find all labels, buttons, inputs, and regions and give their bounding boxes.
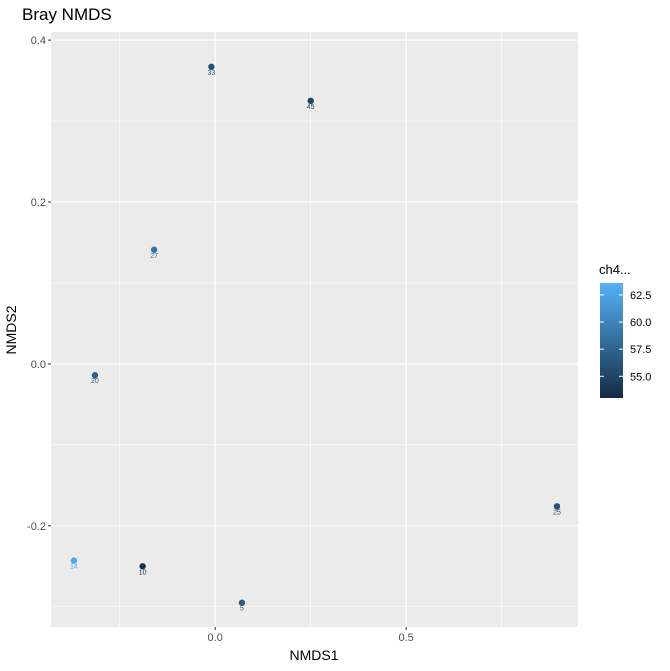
legend-break-label: 60.0 <box>630 317 651 329</box>
minor-gridlines <box>51 32 578 627</box>
data-point-label: 25 <box>553 509 561 516</box>
y-tick-label: -0.2 <box>27 521 46 533</box>
data-point-label: 27 <box>150 253 158 260</box>
data-point-label: 45 <box>307 104 315 111</box>
data-point <box>553 503 561 510</box>
legend-break-label: 55.0 <box>630 371 651 383</box>
chart-title: Bray NMDS <box>22 5 112 24</box>
data-point <box>208 63 215 71</box>
y-axis-title: NMDS2 <box>3 305 19 354</box>
data-points: 33 45 27 20 25 14 10 5 <box>70 63 561 613</box>
color-legend: ch4... 55.0 57.5 60.0 62.5 <box>599 262 651 398</box>
y-axis-ticks: -0.2 0.0 0.2 0.4 <box>27 35 51 533</box>
plot-panel <box>51 32 578 627</box>
legend-breaks: 55.0 57.5 60.0 62.5 <box>600 290 651 383</box>
y-tick-label: 0.2 <box>31 197 46 209</box>
major-gridlines <box>51 32 578 627</box>
data-point <box>150 246 158 253</box>
data-point-label: 10 <box>139 569 147 576</box>
data-point-label: 14 <box>70 564 78 571</box>
data-point <box>91 372 99 379</box>
data-point <box>307 97 314 105</box>
legend-break-label: 57.5 <box>630 344 651 356</box>
x-tick-label: 0.5 <box>399 632 414 644</box>
data-point-label: 33 <box>207 70 215 77</box>
data-point <box>70 557 78 564</box>
data-point-label: 20 <box>91 378 99 385</box>
x-axis-ticks: 0.0 0.5 <box>208 627 414 644</box>
legend-colorbar <box>600 283 623 398</box>
x-tick-label: 0.0 <box>208 632 223 644</box>
data-point <box>238 599 246 606</box>
legend-title: ch4... <box>599 262 631 277</box>
y-tick-label: 0.0 <box>31 359 46 371</box>
data-point <box>139 563 146 570</box>
x-axis-title: NMDS1 <box>289 647 338 663</box>
y-tick-label: 0.4 <box>31 35 46 47</box>
data-point-label: 5 <box>240 606 244 613</box>
legend-break-label: 62.5 <box>630 290 651 302</box>
